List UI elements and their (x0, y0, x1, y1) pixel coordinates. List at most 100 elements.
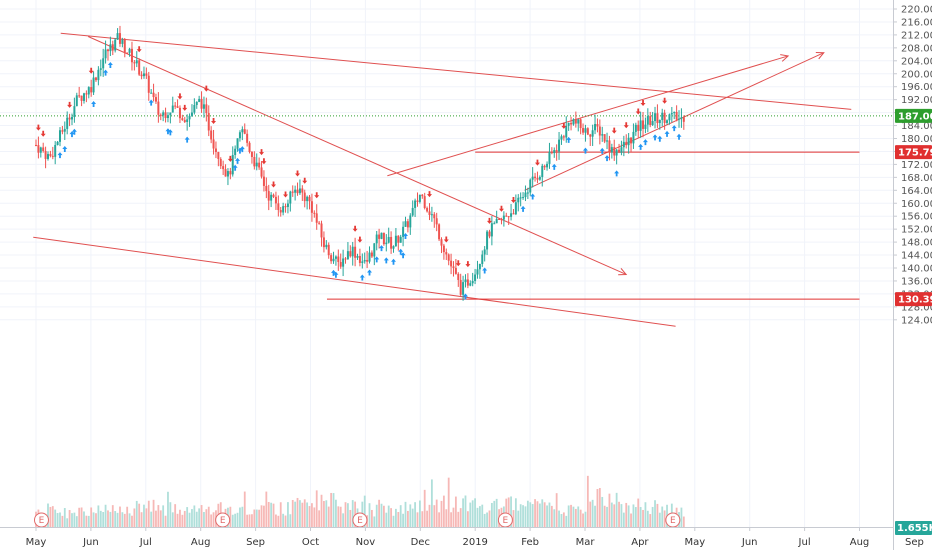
candle-body (385, 242, 388, 245)
trend-line (60, 32, 852, 110)
volume-bar (56, 513, 59, 527)
candle-body (457, 273, 460, 280)
candle-body (649, 116, 652, 126)
volume-bar (342, 513, 345, 527)
volume-bar (270, 502, 273, 527)
volume-bar (433, 505, 436, 527)
candle-body (646, 116, 649, 125)
volume-bar (267, 501, 270, 527)
candle-body (613, 147, 616, 156)
volume-bar (140, 512, 143, 527)
sell-arrow-icon (352, 225, 358, 232)
candle-body (637, 124, 640, 131)
candle-body (68, 117, 71, 120)
candle-body (178, 107, 181, 119)
volume-bar (572, 506, 575, 527)
sell-arrow-icon (534, 159, 540, 166)
candle-body (673, 111, 676, 114)
candle-body (567, 122, 570, 126)
volume-bar (104, 504, 107, 527)
sell-arrow-icon (611, 127, 617, 134)
candle-body (603, 134, 606, 142)
sell-arrow-icon (426, 191, 432, 198)
volume-bar (507, 497, 510, 527)
volume-bar (430, 479, 433, 527)
volume-bar (152, 499, 155, 527)
candle-body (606, 140, 609, 142)
volume-bar (654, 500, 656, 527)
candle-body (536, 178, 539, 180)
x-tick-label: Oct (302, 537, 319, 548)
volume-bar (167, 491, 169, 527)
buy-arrow-icon (520, 205, 526, 212)
candle-body (118, 33, 121, 44)
x-tick-label: Sep (246, 537, 265, 548)
volume-bar (234, 513, 237, 527)
volume-bar (203, 512, 205, 527)
volume-bar (459, 508, 462, 527)
candle-body (634, 124, 637, 132)
volume-bar (529, 502, 532, 527)
buy-arrow-icon (69, 131, 75, 138)
candle-body (255, 162, 258, 167)
candle-body (234, 148, 237, 156)
volume-bar (284, 515, 287, 527)
volume-bar (51, 506, 54, 527)
candle-body (502, 215, 505, 220)
x-tick-label: Jun (82, 537, 99, 548)
sell-arrow-icon (623, 122, 629, 129)
candle-body (313, 212, 316, 214)
volume-bar (392, 515, 395, 527)
candle-body (488, 231, 491, 237)
candle-body (207, 113, 210, 131)
candle-body (558, 139, 561, 152)
candle-body (514, 202, 517, 215)
candle-body (236, 138, 239, 149)
volume-bar (210, 514, 213, 527)
candle-body (565, 125, 568, 138)
candle-body (78, 95, 81, 97)
candle-body (598, 126, 601, 136)
volume-bar (243, 491, 246, 527)
candle-body (586, 128, 589, 135)
candle-body (135, 60, 138, 64)
candle-body (668, 114, 671, 121)
candle-body (454, 267, 457, 274)
volume-bar (421, 511, 424, 527)
candle-body (128, 48, 131, 53)
candle-body (543, 165, 546, 168)
buy-arrow-icon (614, 170, 620, 177)
candle-body (298, 188, 301, 194)
candle-body (478, 263, 481, 270)
candle-body (289, 191, 292, 204)
volume-bar (311, 503, 313, 527)
y-tick-label: 140.00 (901, 264, 932, 275)
y-tick-label: 196.00 (901, 82, 932, 93)
candle-body (447, 254, 450, 261)
volume-bar (335, 499, 337, 527)
candle-body (555, 150, 558, 152)
candle-body (574, 119, 577, 124)
candle-body (282, 206, 285, 213)
candle-body (138, 60, 141, 75)
candle-body (481, 254, 484, 264)
candle-body (219, 158, 222, 167)
volume-bar (186, 507, 189, 527)
candle-body (546, 163, 549, 168)
candle-body (291, 191, 294, 193)
volume-bar (107, 510, 109, 527)
candle-body (661, 112, 664, 121)
volume-bar (205, 509, 208, 527)
earnings-marker-label: E (503, 516, 509, 526)
volume-bar (414, 502, 416, 527)
buy-arrow-icon (165, 128, 171, 135)
candle-body (186, 119, 189, 122)
volume-bar (198, 508, 201, 527)
volume-bar (514, 498, 517, 527)
candle-body (58, 130, 61, 142)
volume-bar (404, 501, 407, 527)
candle-body (198, 98, 201, 102)
candle-body (548, 151, 551, 164)
volume-bar (303, 499, 306, 527)
